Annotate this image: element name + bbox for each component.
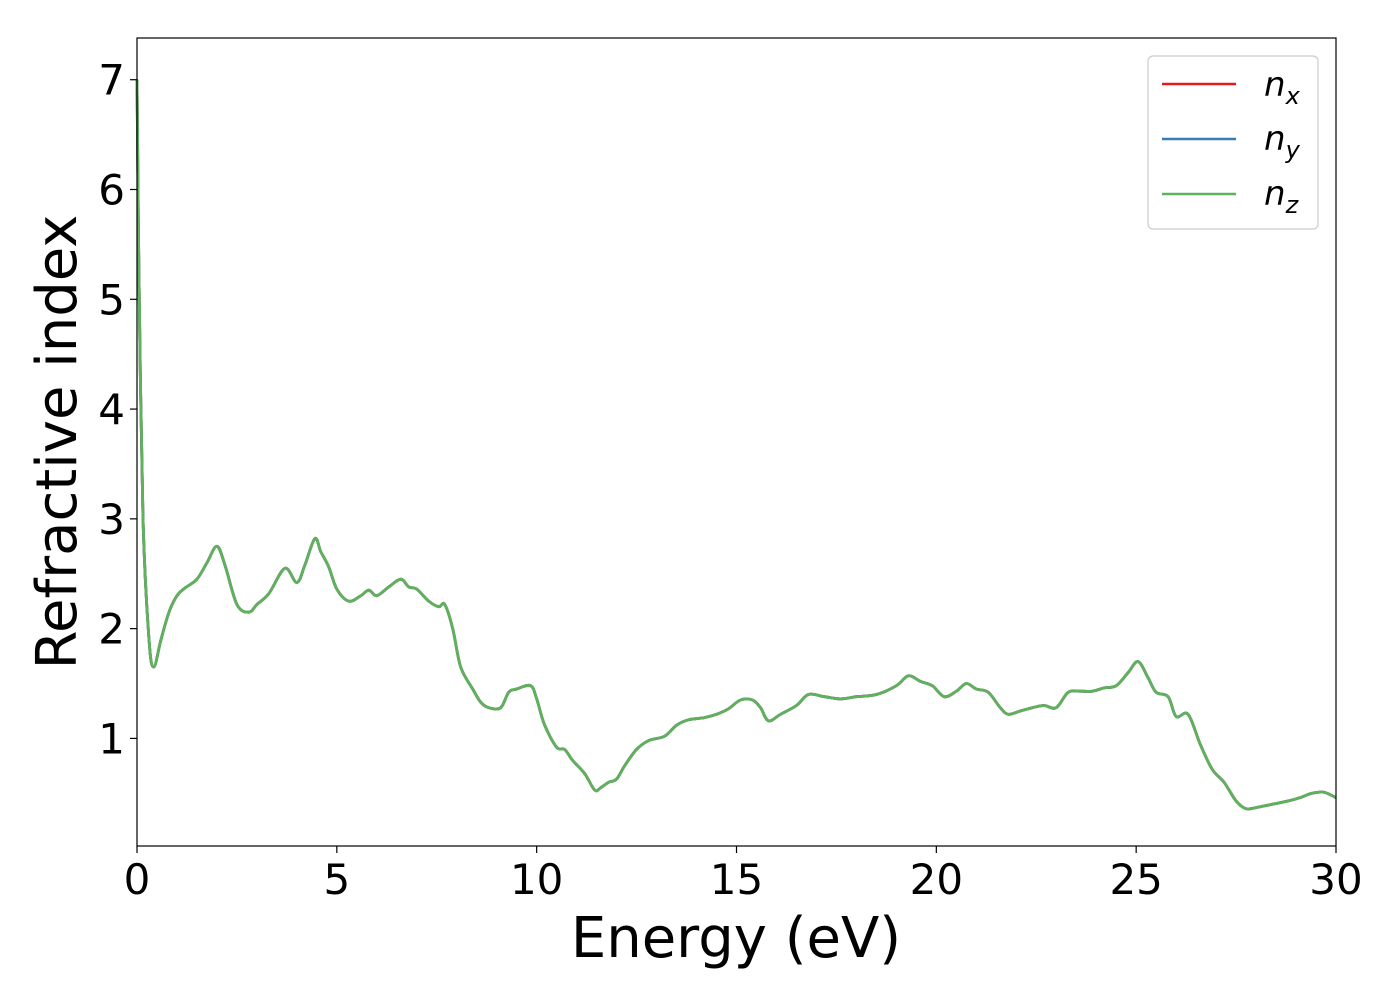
x-axis-ticks: 0 5 10 15 20 25 30: [124, 846, 1363, 904]
x-tick-label: 25: [1109, 855, 1162, 904]
y-tick-label: 4: [98, 385, 125, 434]
legend-box: [1147, 55, 1319, 230]
legend-label-n-x: nx: [1264, 65, 1301, 110]
y-tick-label: 5: [98, 275, 125, 324]
x-tick-label: 15: [710, 855, 763, 904]
x-axis-label: Energy (eV): [571, 906, 901, 971]
x-tick-label: 20: [910, 855, 963, 904]
series-lines: [135, 79, 1337, 811]
y-tick-label: 1: [98, 714, 125, 763]
y-tick-label: 6: [98, 166, 125, 215]
series-line-n-z: [135, 79, 1337, 811]
x-tick-label: 5: [323, 855, 350, 904]
y-tick-label: 2: [98, 605, 125, 654]
legend-label-n-z: nz: [1264, 174, 1300, 219]
legend-label-n-y: ny: [1264, 119, 1301, 164]
y-axis-label: Refractive index: [25, 215, 90, 670]
plot-background: [137, 38, 1336, 846]
legend: nx ny nz: [1147, 55, 1319, 230]
y-axis-ticks: 1 2 3 4 5 6 7: [98, 56, 137, 763]
y-tick-label: 7: [98, 56, 125, 105]
y-tick-label: 3: [98, 495, 125, 544]
x-tick-label: 10: [510, 855, 563, 904]
x-tick-label: 30: [1309, 855, 1362, 904]
x-tick-label: 0: [124, 855, 151, 904]
